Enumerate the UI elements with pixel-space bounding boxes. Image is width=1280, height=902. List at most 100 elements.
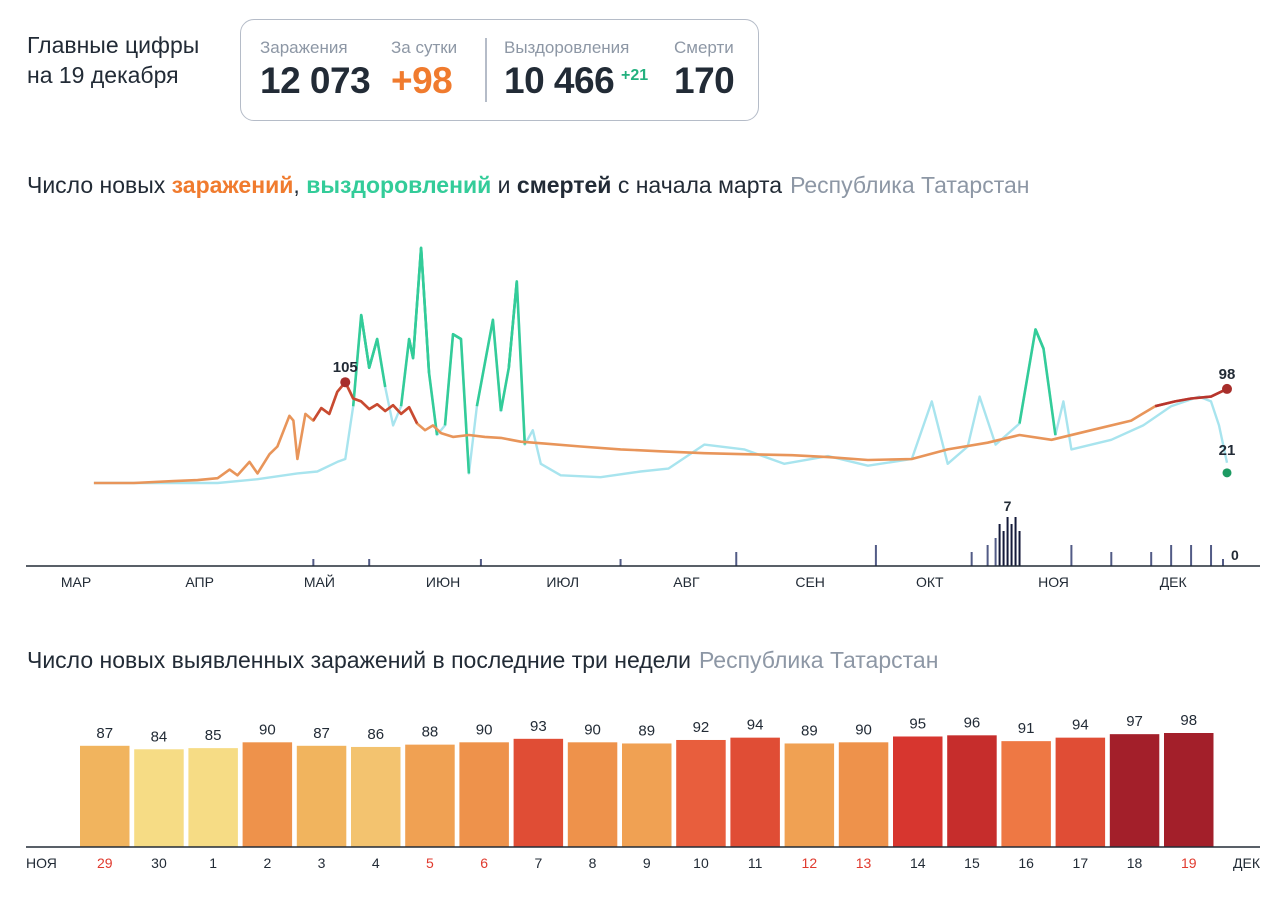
day-label: 30 (151, 855, 167, 871)
daily-label: За сутки (391, 38, 458, 57)
month-label: МАР (61, 574, 91, 590)
recoveries-spike (452, 333, 471, 474)
bar (838, 742, 889, 847)
deaths-bar (998, 524, 1001, 566)
bar-value-label: 90 (855, 721, 872, 738)
infections-last-marker (1222, 383, 1232, 394)
chart1-region: Республика Татарстан (790, 172, 1030, 198)
infections-line (93, 380, 1228, 485)
bar-value-label: 94 (747, 717, 764, 734)
day-label: 12 (802, 855, 818, 871)
header-title-line2: на 19 декабря (27, 62, 179, 88)
chart1-title-and: и (491, 172, 517, 198)
bar-value-label: 92 (693, 719, 710, 736)
month-label: МАЙ (304, 573, 335, 590)
day-label: 15 (964, 855, 980, 871)
chart1-title-prefix: Число новых (27, 172, 172, 198)
deaths-bar (1010, 524, 1013, 566)
bar (405, 744, 455, 847)
bar-value-label: 87 (313, 725, 330, 742)
bar-value-label: 87 (96, 725, 113, 742)
bar-value-label: 89 (638, 722, 655, 739)
month-label: ИЮЛ (546, 574, 579, 590)
deaths-bar (874, 545, 877, 566)
deaths-peak-label: 7 (1004, 498, 1012, 514)
deaths-bar (735, 552, 738, 566)
deaths-label: Смерти (674, 38, 734, 57)
chart1-title-recoveries: выздоровлений (306, 172, 492, 198)
day-label: 4 (372, 855, 380, 871)
end-month-label: ДЕК (1233, 855, 1261, 871)
bar (676, 739, 726, 847)
bar (947, 735, 997, 847)
recoveries-spike (475, 318, 503, 412)
chart1-title-infections: заражений (171, 172, 294, 198)
bar (134, 749, 184, 847)
chart1-title: Число новых заражений, выздоровлений и с… (27, 172, 1030, 199)
month-label: ОКТ (916, 574, 944, 590)
deaths-bar (312, 559, 315, 566)
bar (188, 748, 238, 847)
day-label: 5 (426, 855, 434, 871)
chart1-title-deaths: смертей (516, 172, 612, 198)
deaths-bar (1222, 559, 1225, 566)
day-label: 8 (589, 855, 597, 871)
recoveries-label: Выздоровления (504, 38, 630, 57)
deaths-bar (1190, 545, 1193, 566)
day-label: 2 (263, 855, 271, 871)
bar (1164, 733, 1214, 847)
deaths-bar (1070, 545, 1073, 566)
deaths-bar (1014, 517, 1017, 566)
bar (351, 746, 401, 847)
recoveries-spike (507, 280, 527, 445)
bar-value-label: 94 (1072, 717, 1089, 734)
header-title-line1: Главные цифры (27, 32, 200, 58)
recoveries-spike (1018, 328, 1045, 424)
deaths-bar (619, 559, 622, 566)
bar (80, 745, 130, 847)
bar-value-label: 90 (476, 721, 493, 738)
start-month-label: НОЯ (26, 855, 57, 871)
bar (784, 743, 835, 847)
deaths-bar (970, 552, 973, 566)
bar-value-label: 88 (422, 724, 439, 741)
bar (459, 742, 509, 847)
bar-value-label: 86 (367, 726, 384, 743)
month-label: АПР (185, 574, 214, 590)
infections-peak-label: 105 (333, 359, 358, 376)
deaths-bar (986, 545, 989, 566)
day-label: 7 (534, 855, 542, 871)
day-label: 13 (856, 855, 872, 871)
stats-divider (485, 38, 487, 102)
bar-value-label: 91 (1018, 720, 1035, 737)
three-weeks-bar-chart: 87 29 84 30 85 1 90 2 87 3 86 4 88 5 90 6 93 7 90 8 89 9 92 10 9… (26, 712, 1261, 871)
header-title: Главные цифры на 19 декабря (27, 30, 199, 90)
day-label: 3 (318, 855, 326, 871)
chart2-region: Республика Татарстан (698, 647, 939, 673)
infections-recent-line (1154, 387, 1228, 408)
chart2-title: Число новых выявленных заражений в после… (27, 647, 938, 674)
chart2-title-text: Число новых выявленных заражений в после… (27, 647, 691, 673)
bar (1109, 734, 1160, 847)
stats-panel: Заражения 12 073 За сутки +98 Выздоровле… (240, 19, 759, 121)
deaths-bar (1210, 545, 1213, 566)
bar-value-label: 97 (1126, 713, 1143, 730)
bar (567, 742, 618, 847)
bar (1055, 737, 1106, 847)
month-label: АВГ (673, 574, 700, 590)
deaths-bar (1006, 517, 1009, 566)
day-label: 6 (480, 855, 488, 871)
month-label: ДЕК (1160, 574, 1188, 590)
bar (622, 743, 672, 847)
day-label: 9 (643, 855, 651, 871)
chart1-title-suffix: с начала марта (611, 172, 783, 198)
bar (893, 736, 943, 847)
bar-value-label: 90 (584, 721, 601, 738)
bar-value-label: 90 (259, 721, 276, 738)
recoveries-line (93, 246, 1229, 485)
bar (296, 745, 347, 847)
month-label: СЕН (795, 574, 825, 590)
bar-value-label: 84 (151, 728, 168, 745)
infections-label: Заражения (260, 38, 348, 57)
recoveries-spike (1034, 328, 1057, 436)
